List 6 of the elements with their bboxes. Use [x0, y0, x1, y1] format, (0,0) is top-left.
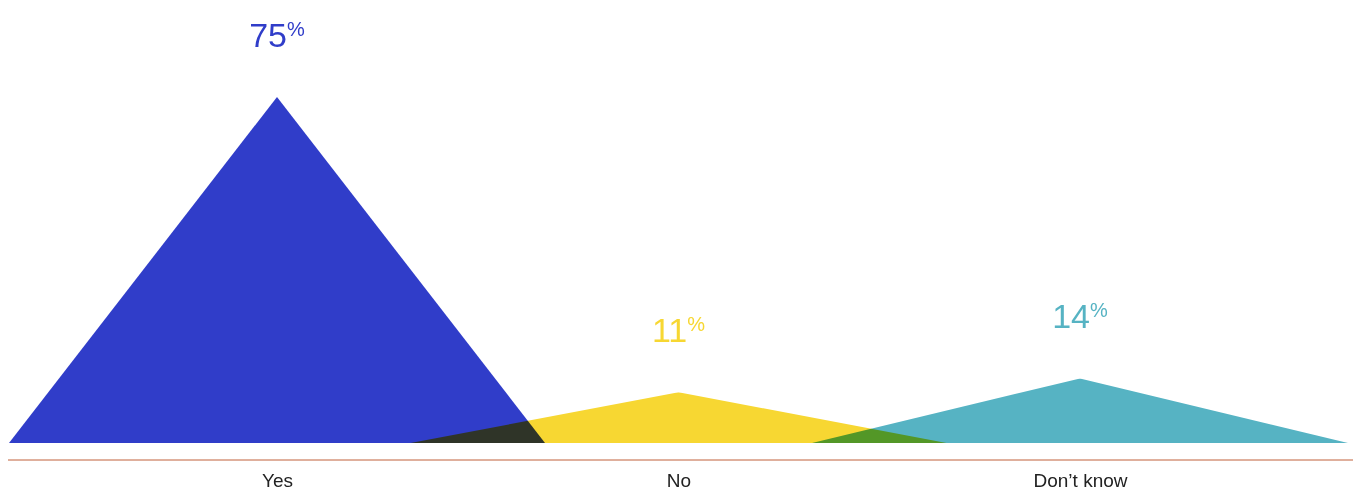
x-tick-label: No: [666, 470, 692, 490]
data-label: 14$^{%}$: [1052, 297, 1109, 336]
data-label: 11$^{%}$: [651, 311, 706, 350]
x-tick-label: Don’t know: [1033, 470, 1128, 490]
data-label: 75$^{%}$: [249, 16, 306, 54]
x-tick-label: Yes: [262, 470, 293, 490]
